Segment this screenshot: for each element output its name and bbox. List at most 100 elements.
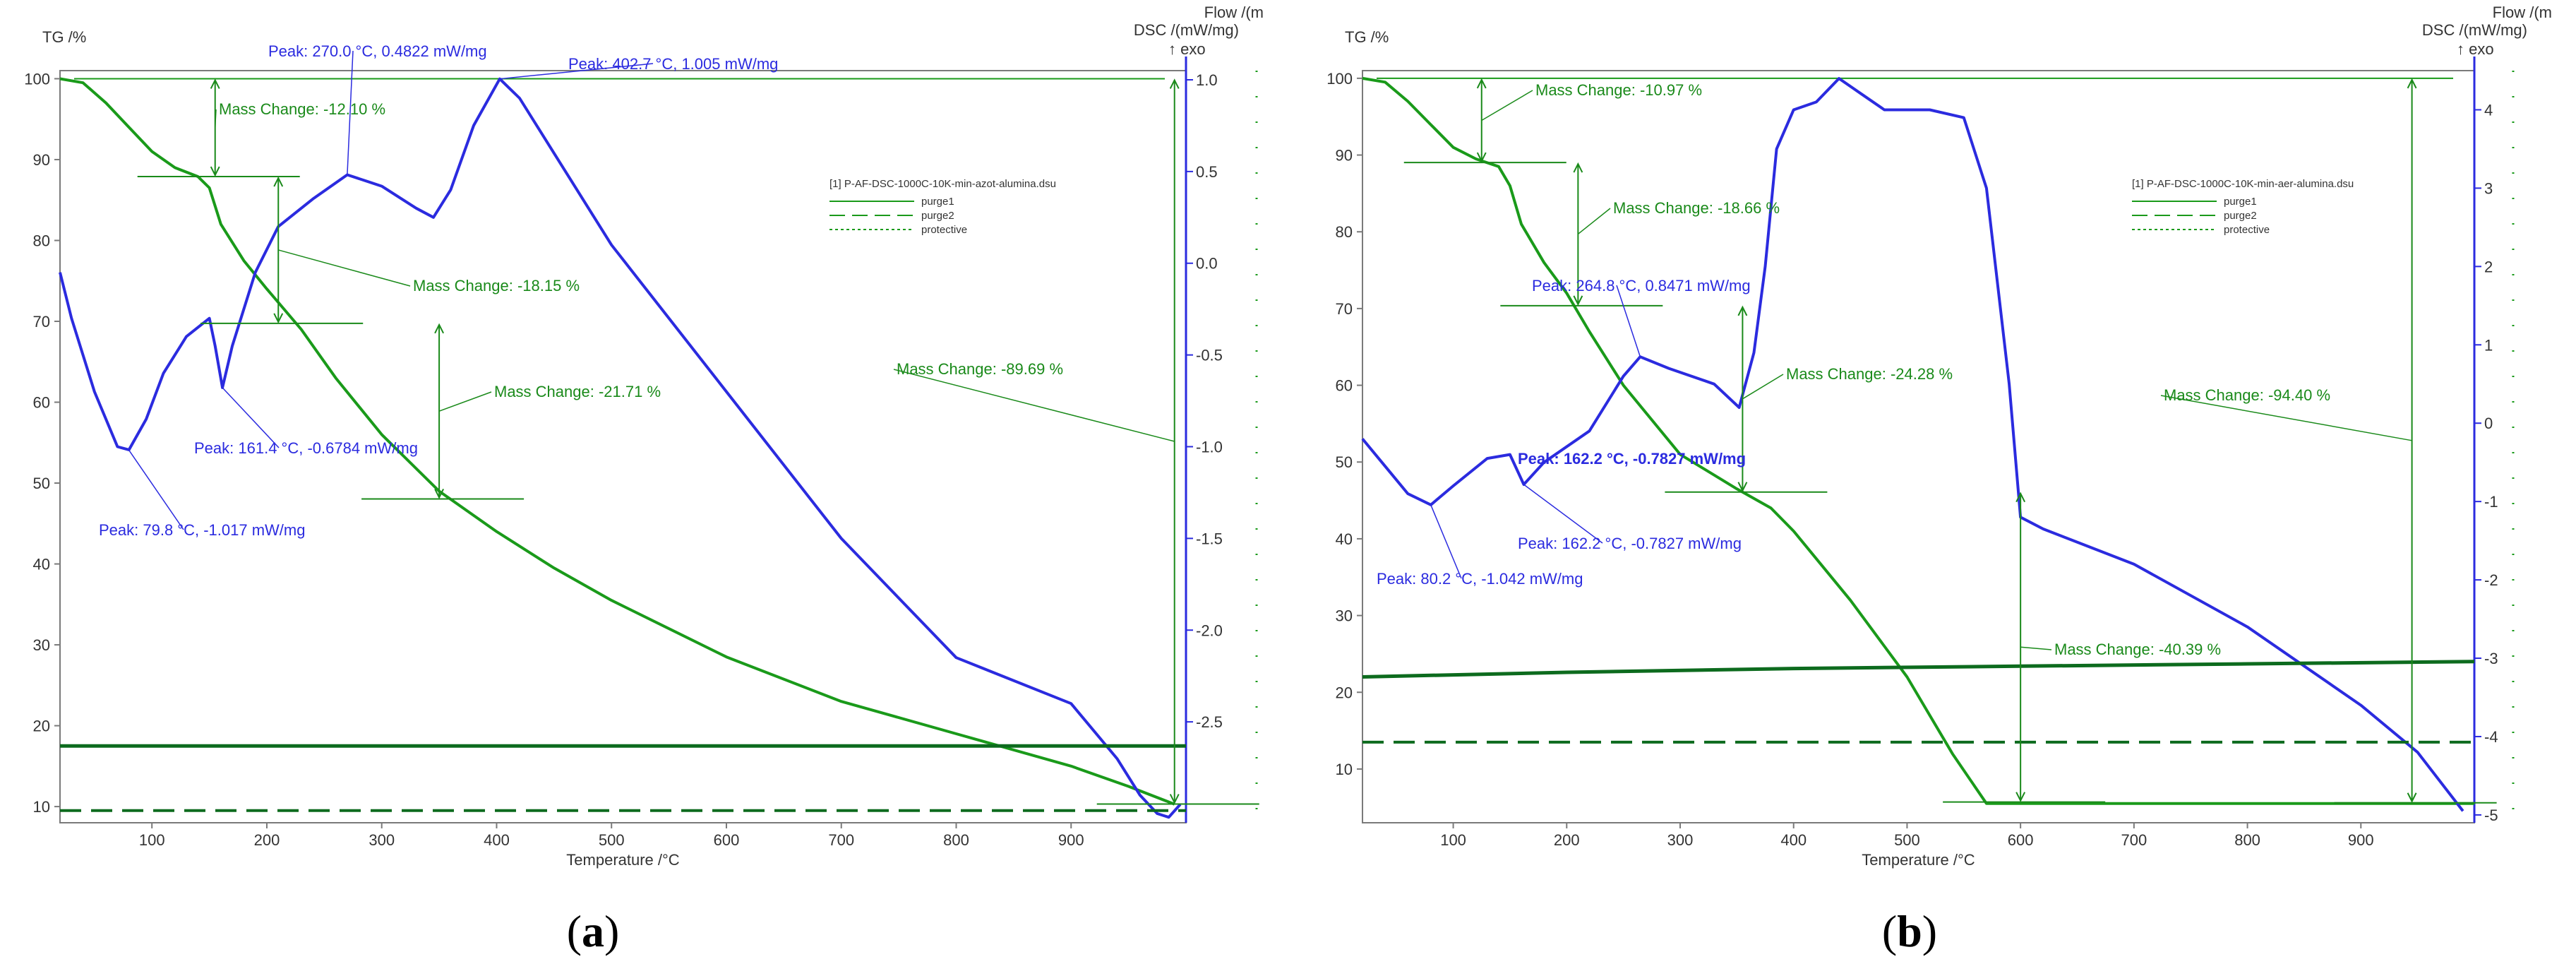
legend-entry: protective bbox=[2224, 224, 2270, 236]
mass-change-label: Mass Change: -12.10 % bbox=[219, 100, 385, 118]
x-tick-label: 600 bbox=[2008, 831, 2034, 849]
x-axis-title: Temperature /°C bbox=[1862, 851, 1975, 869]
y-right-tick-label: -0.5 bbox=[1196, 347, 1223, 364]
y-left-tick-label: 40 bbox=[33, 556, 50, 573]
arrow-head-up bbox=[1169, 78, 1180, 89]
y-right-tick-label: -3 bbox=[2484, 650, 2498, 667]
x-tick-label: 500 bbox=[599, 831, 625, 849]
legend-file: [1] P-AF-DSC-1000C-10K-min-azot-alumina.… bbox=[829, 178, 1056, 190]
arrow-head-up bbox=[210, 78, 220, 89]
x-axis-title: Temperature /°C bbox=[566, 851, 680, 869]
y-right-tick-label: -1.5 bbox=[1196, 530, 1223, 547]
mass-change-leader bbox=[214, 109, 217, 128]
y-right-tick-label: -2.0 bbox=[1196, 621, 1223, 639]
mass-change-label: Mass Change: -94.40 % bbox=[2164, 386, 2330, 404]
exo-direction-label: ↑ exo bbox=[1168, 40, 1206, 58]
x-tick-label: 500 bbox=[1894, 831, 1920, 849]
x-tick-label: 800 bbox=[943, 831, 969, 849]
arrow-head-down bbox=[1476, 152, 1487, 163]
x-tick-label: 800 bbox=[2234, 831, 2260, 849]
dsc-axis-title: DSC /(mW/mg) bbox=[1134, 21, 1239, 39]
y-right-tick-label: -2.5 bbox=[1196, 713, 1223, 731]
mass-change-label: Mass Change: -10.97 % bbox=[1535, 81, 1702, 99]
y-right-tick-label: 4 bbox=[2484, 101, 2493, 119]
mass-change-leader bbox=[1577, 208, 1611, 235]
y-right-tick-label: 1.0 bbox=[1196, 71, 1218, 89]
y-left-tick-label: 100 bbox=[24, 70, 50, 88]
peak-leader bbox=[1523, 484, 1603, 544]
y-left-tick-label: 30 bbox=[33, 636, 50, 654]
y-right-tick-label: -1.0 bbox=[1196, 439, 1223, 456]
legend-entry: purge1 bbox=[2224, 196, 2257, 208]
arrow-head-up bbox=[273, 176, 284, 187]
y-right-tick-label: -4 bbox=[2484, 728, 2498, 746]
series-dsc bbox=[59, 77, 1182, 819]
arrow-head-down bbox=[1737, 482, 1748, 492]
y-left-tick-label: 20 bbox=[33, 718, 50, 735]
series-tg bbox=[59, 77, 1175, 806]
arrow-head-down bbox=[273, 313, 284, 324]
x-tick-label: 400 bbox=[1780, 831, 1807, 849]
chart-panel-a: 100 200 300 400 500 600 700 800 900 100 90 80 70 60 50… bbox=[24, 4, 1264, 956]
flow-axis-title: Flow /(m bbox=[1204, 4, 1264, 21]
arrow-head-down bbox=[434, 489, 444, 499]
peak-label: Peak: 80.2 °C, -1.042 mW/mg bbox=[1377, 570, 1583, 588]
y-left-tick-label: 60 bbox=[1336, 377, 1353, 395]
x-tick-label: 100 bbox=[1440, 831, 1466, 849]
arrow-head-up bbox=[434, 323, 444, 334]
x-tick-label: 900 bbox=[2348, 831, 2374, 849]
legend-entry: purge1 bbox=[921, 196, 954, 208]
y-left-tick-label: 30 bbox=[1336, 607, 1353, 625]
peak-label: Peak: 270.0 °C, 0.4822 mW/mg bbox=[268, 42, 487, 60]
y-left-tick-label: 40 bbox=[1336, 530, 1353, 548]
peak-label: Peak: 162.2 °C, -0.7827 mW/mg bbox=[1518, 535, 1742, 552]
peak-leader bbox=[499, 63, 654, 80]
y-left-tick-label: 50 bbox=[1336, 453, 1353, 471]
y-right-tick-label: -5 bbox=[2484, 807, 2498, 824]
y-left-tick-label: 90 bbox=[33, 151, 50, 169]
x-tick-label: 100 bbox=[139, 831, 165, 849]
y-right-tick-label: 0.0 bbox=[1196, 255, 1218, 273]
legend-entry: purge2 bbox=[2224, 210, 2257, 222]
flow-axis-title: Flow /(m bbox=[2493, 4, 2552, 21]
peak-overlay-label: Peak: 162.2 °C, -0.7827 mW/mg bbox=[1518, 450, 1746, 468]
panel-letter: a bbox=[582, 906, 604, 956]
y-left-tick-label: 90 bbox=[1336, 147, 1353, 165]
arrow-head-down bbox=[2015, 792, 2026, 802]
y-left-axis-title: TG /% bbox=[1345, 28, 1389, 46]
series-tg bbox=[1362, 76, 2474, 805]
mass-change-leader bbox=[2020, 646, 2052, 650]
y-left-tick-label: 50 bbox=[33, 475, 50, 492]
y-right-tick-label: 1 bbox=[2484, 336, 2493, 354]
arrow-head-down bbox=[1169, 794, 1180, 804]
mass-change-leader bbox=[2160, 395, 2412, 441]
y-right-tick-label: 0 bbox=[2484, 415, 2493, 432]
exo-direction-label: ↑ exo bbox=[2457, 40, 2494, 58]
x-tick-label: 400 bbox=[484, 831, 510, 849]
y-left-tick-label: 70 bbox=[33, 313, 50, 331]
peak-label: Peak: 264.8 °C, 0.8471 mW/mg bbox=[1532, 277, 1751, 294]
y-left-tick-label: 100 bbox=[1326, 70, 1353, 88]
mass-change-label: Mass Change: -21.71 % bbox=[494, 383, 661, 400]
y-left-tick-label: 80 bbox=[1336, 223, 1353, 241]
panel-label: (a) bbox=[567, 906, 620, 956]
mass-change-label: Mass Change: -18.66 % bbox=[1613, 199, 1780, 217]
peak-leader bbox=[222, 387, 280, 448]
mass-change-leader bbox=[893, 369, 1175, 442]
mass-change-leader bbox=[278, 249, 411, 287]
mass-change-leader bbox=[1742, 374, 1784, 400]
mass-change-label: Mass Change: -89.69 % bbox=[897, 360, 1063, 378]
panel-label: (b) bbox=[1882, 906, 1937, 956]
dsc-axis-title: DSC /(mW/mg) bbox=[2422, 21, 2527, 39]
x-tick-label: 200 bbox=[254, 831, 280, 849]
y-right-tick-label: 0.5 bbox=[1196, 163, 1218, 181]
y-right-tick-label: -2 bbox=[2484, 571, 2498, 589]
peak-leader bbox=[128, 449, 184, 530]
x-tick-label: 300 bbox=[369, 831, 395, 849]
arrow-head-up bbox=[1476, 78, 1487, 89]
x-tick-label: 700 bbox=[828, 831, 854, 849]
peak-leader bbox=[1430, 504, 1462, 579]
panel-letter: b bbox=[1897, 906, 1922, 956]
peak-label: Peak: 161.4 °C, -0.6784 mW/mg bbox=[194, 439, 418, 457]
